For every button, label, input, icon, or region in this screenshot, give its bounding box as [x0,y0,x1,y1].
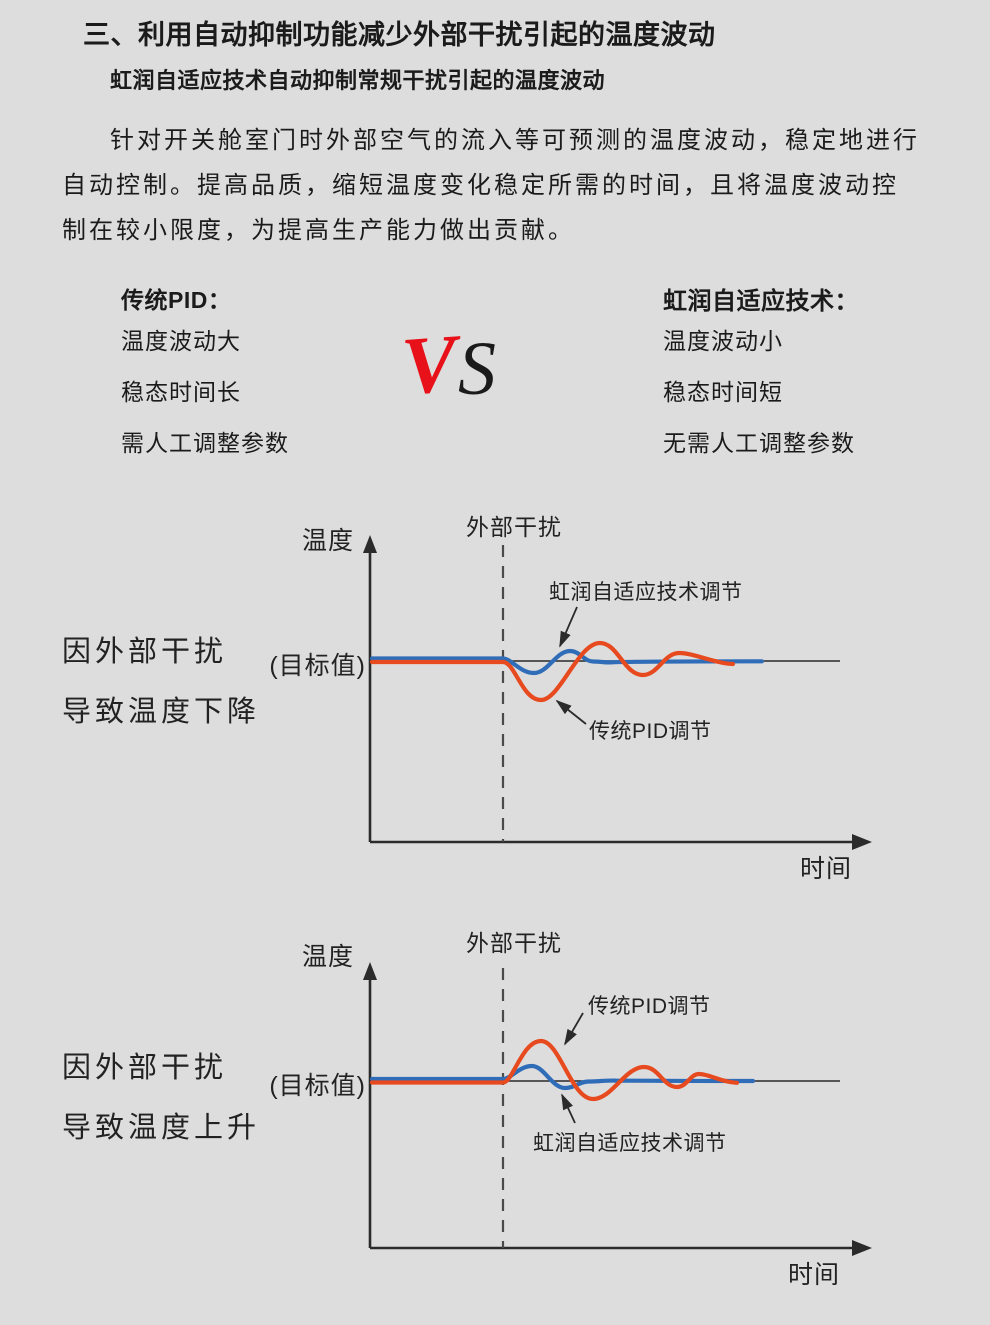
intro-paragraph: 针对开关舱室门时外部空气的流入等可预测的温度波动，稳定地进行 自动控制。提高品质… [62,118,942,253]
adaptive-column-item: 无需人工调整参数 [663,430,855,456]
vs-letter-s: S [458,327,496,411]
chart1-adaptive-callout-arrow [559,606,578,648]
paragraph-line: 针对开关舱室门时外部空气的流入等可预测的温度波动，稳定地进行 [110,127,920,154]
chart1-y-axis-arrow-icon [363,535,377,553]
chart1-side-caption-line: 导致温度下降 [62,696,261,728]
pid-column-item: 需人工调整参数 [121,430,289,456]
pid-column-heading: 传统PID： [121,287,232,313]
chart1-pid-curve [369,640,736,703]
chart2-adaptive-callout-arrow [561,1093,576,1124]
chart2-side-caption-line: 因外部干扰 [62,1052,228,1084]
chart2-temp-rise-plot [363,962,872,1256]
chart1-x-axis-arrow-icon [852,834,872,850]
chart2-adaptive-curve [369,1063,756,1091]
pid-column-item: 温度波动大 [121,328,241,354]
chart2-side-caption-line: 导致温度上升 [62,1112,261,1144]
chart2-disturbance-label: 外部干扰 [466,930,562,956]
chart2-side-caption: 因外部干扰 导致温度上升 [62,1038,260,1158]
page-title: 三、利用自动抑制功能减少外部干扰引起的温度波动 [83,20,716,50]
pid-column-item: 稳态时间长 [121,379,241,405]
chart2-y-axis-label: 温度 [302,943,355,971]
chart1-side-caption: 因外部干扰 导致温度下降 [62,622,260,742]
adaptive-column-item: 稳态时间短 [663,379,783,405]
page-subtitle: 虹润自适应技术自动抑制常规干扰引起的温度波动 [110,68,606,93]
chart2-adaptive-curve-label: 虹润自适应技术调节 [533,1132,727,1155]
paragraph-line: 自动控制。提高品质，缩短温度变化稳定所需的时间，且将温度波动控 [62,172,899,199]
chart1-disturbance-label: 外部干扰 [466,514,562,540]
chart2-pid-curve-label: 传统PID调节 [588,995,711,1018]
chart2-pid-callout-arrow [564,1012,584,1046]
adaptive-column-item: 温度波动小 [663,328,783,354]
chart1-adaptive-curve-label: 虹润自适应技术调节 [549,581,743,604]
chart2-x-axis-label: 时间 [788,1261,841,1289]
chart1-x-axis-label: 时间 [800,855,853,883]
paragraph-line: 制在较小限度，为提高生产能力做出贡献。 [62,217,575,244]
chart1-pid-callout-arrow [555,699,587,725]
chart2-target-value-label: (目标值) [269,1072,366,1100]
chart1-target-value-label: (目标值) [269,652,366,680]
chart2-x-axis-arrow-icon [852,1240,872,1256]
chart1-adaptive-curve [369,648,765,676]
chart2-y-axis-arrow-icon [363,962,377,980]
chart1-side-caption-line: 因外部干扰 [62,636,228,668]
adaptive-column-heading: 虹润自适应技术： [663,288,859,315]
chart1-y-axis-label: 温度 [302,527,355,555]
chart1-temp-drop-plot [363,535,872,850]
vs-letter-v: V [398,317,460,412]
chart1-pid-curve-label: 传统PID调节 [589,720,712,743]
chart2-pid-curve [369,1038,740,1102]
